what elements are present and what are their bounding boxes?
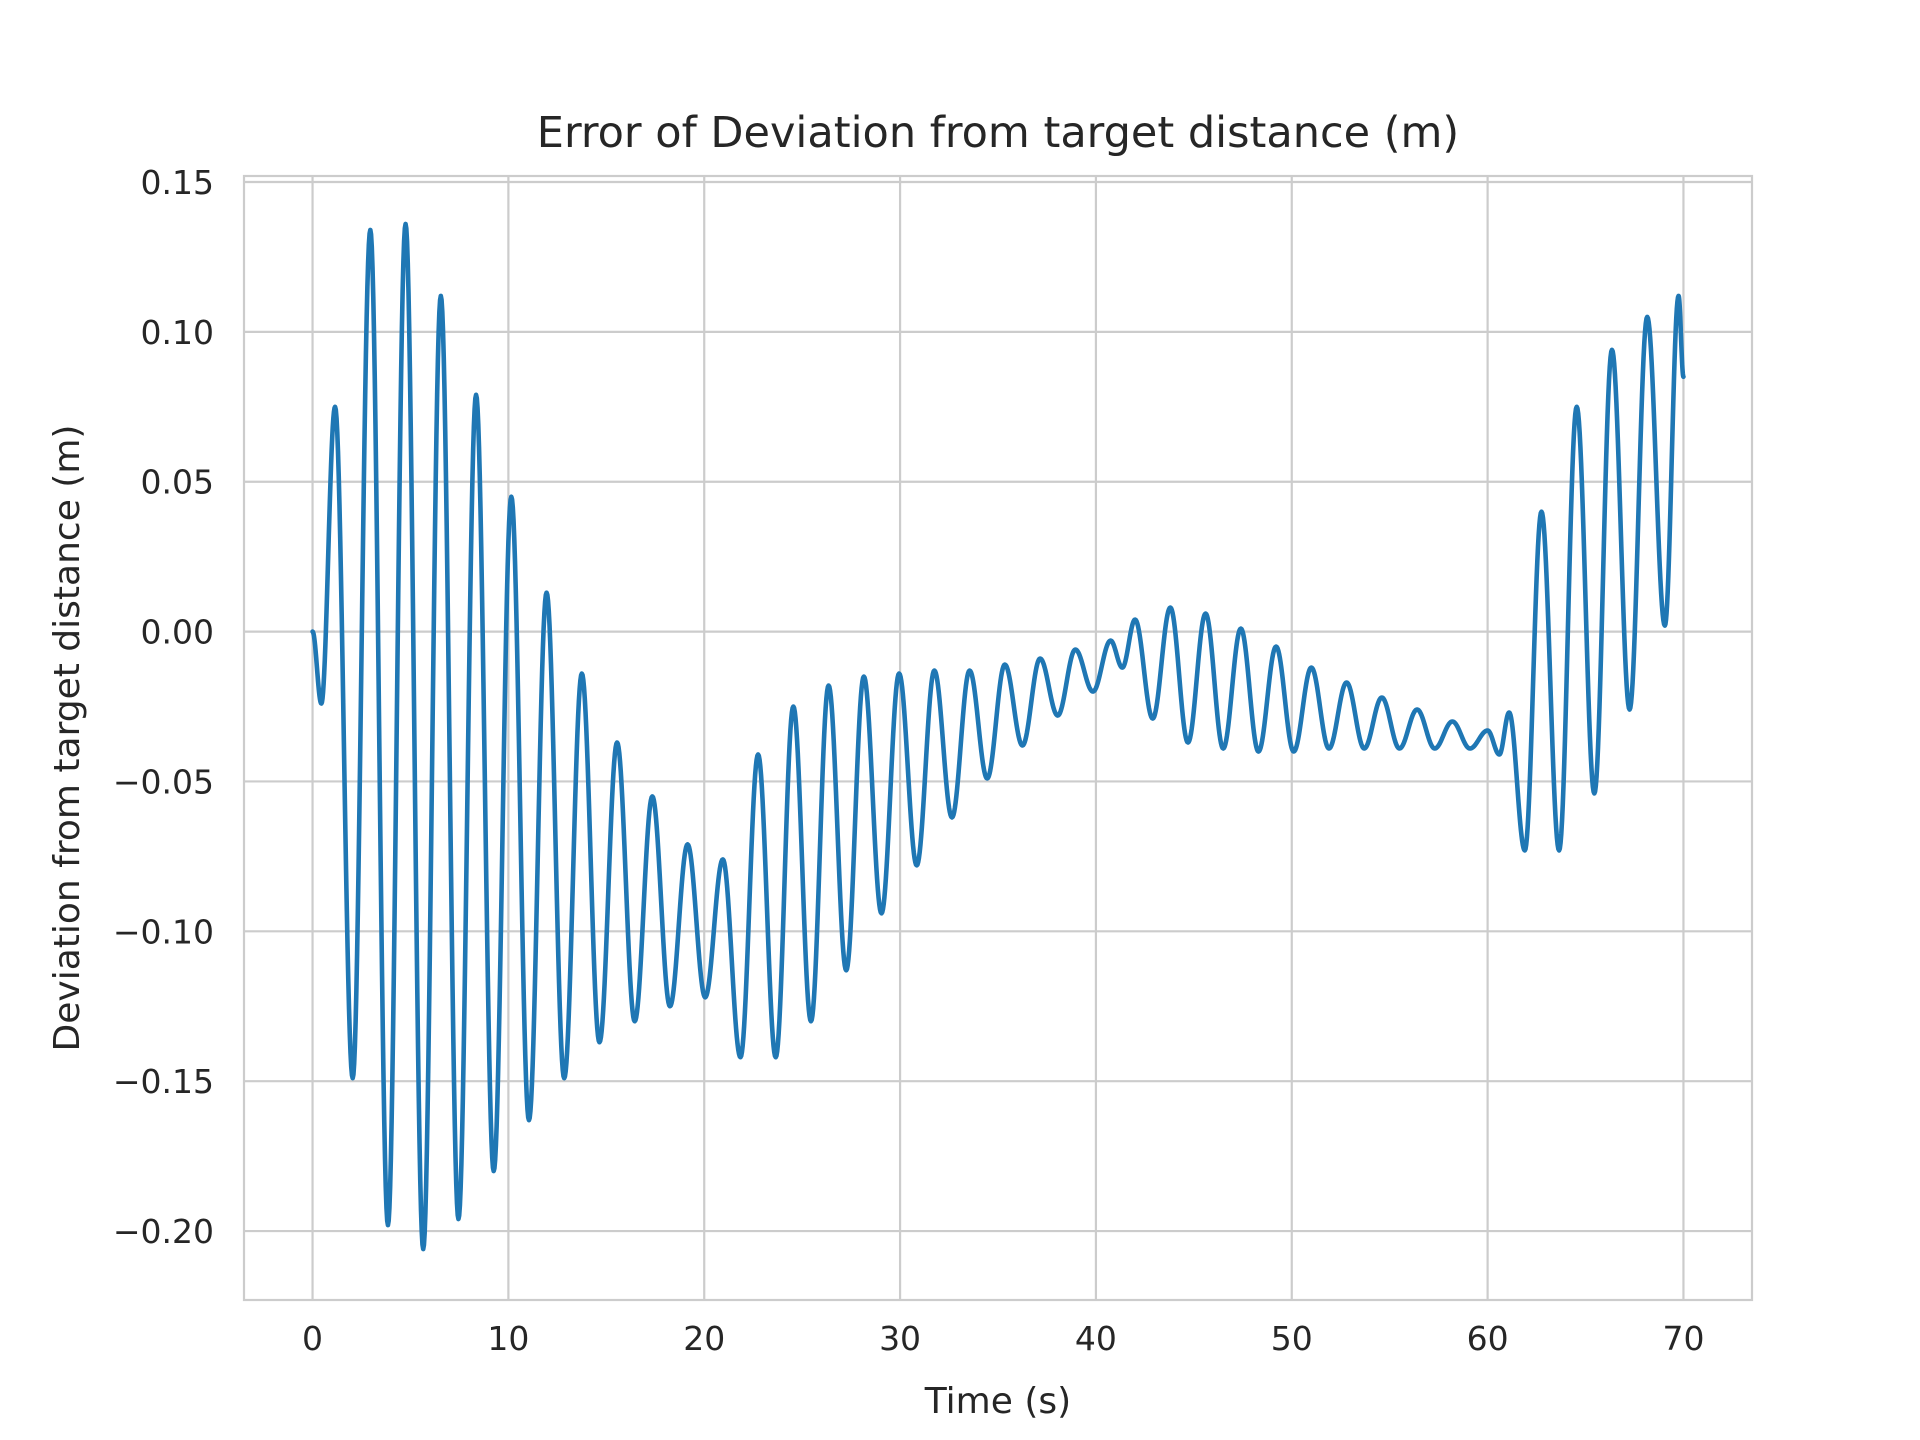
chart-title: Error of Deviation from target distance … — [537, 108, 1459, 158]
series-layer — [310, 221, 1686, 1252]
x-tick-label: 40 — [1075, 1319, 1117, 1358]
y-tick-label: −0.10 — [113, 912, 214, 951]
x-tick-label: 10 — [487, 1319, 529, 1358]
y-tick-label: 0.10 — [141, 313, 214, 352]
x-tick-label: 70 — [1662, 1319, 1704, 1358]
series-line — [310, 221, 1686, 1252]
y-tick-label: −0.15 — [113, 1062, 214, 1101]
y-tick-label: −0.05 — [113, 762, 214, 801]
y-tick-label: −0.20 — [113, 1212, 214, 1251]
x-tick-label: 50 — [1271, 1319, 1313, 1358]
y-tick-label: 0.05 — [141, 463, 214, 502]
x-tick-label: 20 — [683, 1319, 725, 1358]
y-axis-label: Deviation from target distance (m) — [47, 425, 88, 1052]
x-tick-label: 60 — [1467, 1319, 1509, 1358]
x-tick-label: 30 — [879, 1319, 921, 1358]
tick-labels: 0 10 20 30 40 50 60 70 0.15 0.10 0.05 0.00 −0.05 −0.1… — [113, 163, 1705, 1358]
y-tick-label: 0.15 — [141, 163, 214, 202]
x-axis-label: Time (s) — [924, 1381, 1071, 1422]
plot-frame — [242, 174, 1754, 1302]
y-tick-label: 0.00 — [141, 613, 214, 652]
x-tick-label: 0 — [302, 1319, 323, 1358]
